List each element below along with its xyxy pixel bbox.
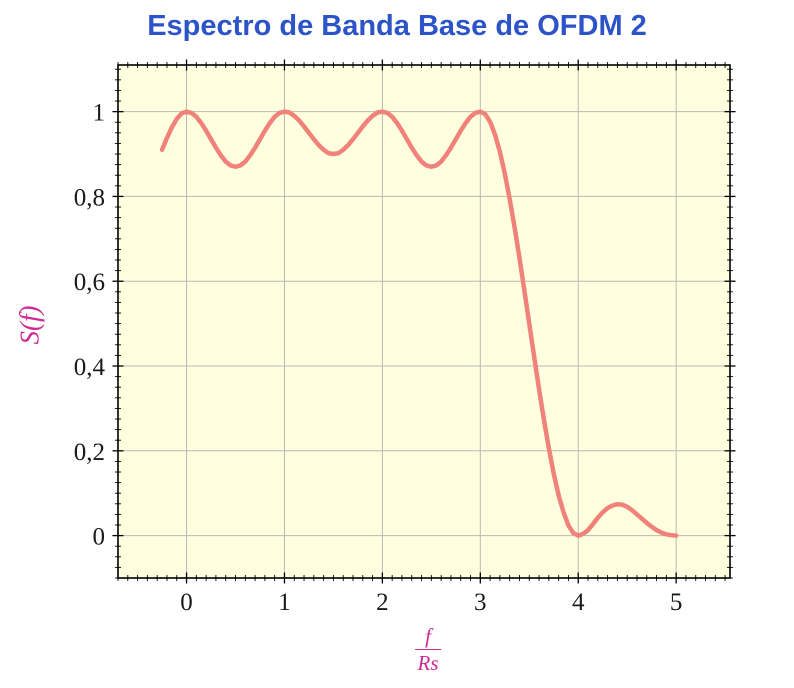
chart-title: Espectro de Banda Base de OFDM 2 [147,10,647,42]
y-tick-label: 0,4 [74,354,106,381]
x-tick-label: 5 [670,589,683,616]
y-tick-label: 0,6 [74,269,105,296]
tick-labels: 0 1 2 3 4 5 0 0,2 0,4 0,6 0,8 1 [74,100,683,616]
y-tick-label: 0,2 [74,439,105,466]
x-tick-label: 1 [278,589,291,616]
x-axis-label-numerator: f [415,624,441,651]
grid-lines [118,65,730,578]
y-tick-label: 0 [93,524,106,551]
plot-area [118,65,730,578]
spectrum-curve [159,109,679,538]
x-tick-label: 3 [474,589,487,616]
x-axis-label-denominator: Rs [417,651,439,676]
plot-frame [117,64,731,579]
x-tick-label: 2 [376,589,389,616]
x-tick-label: 0 [180,589,193,616]
x-tick-label: 4 [572,589,585,616]
y-tick-label: 1 [93,100,106,127]
y-tick-label: 0,8 [74,184,105,211]
x-axis-label: f Rs [415,624,441,675]
